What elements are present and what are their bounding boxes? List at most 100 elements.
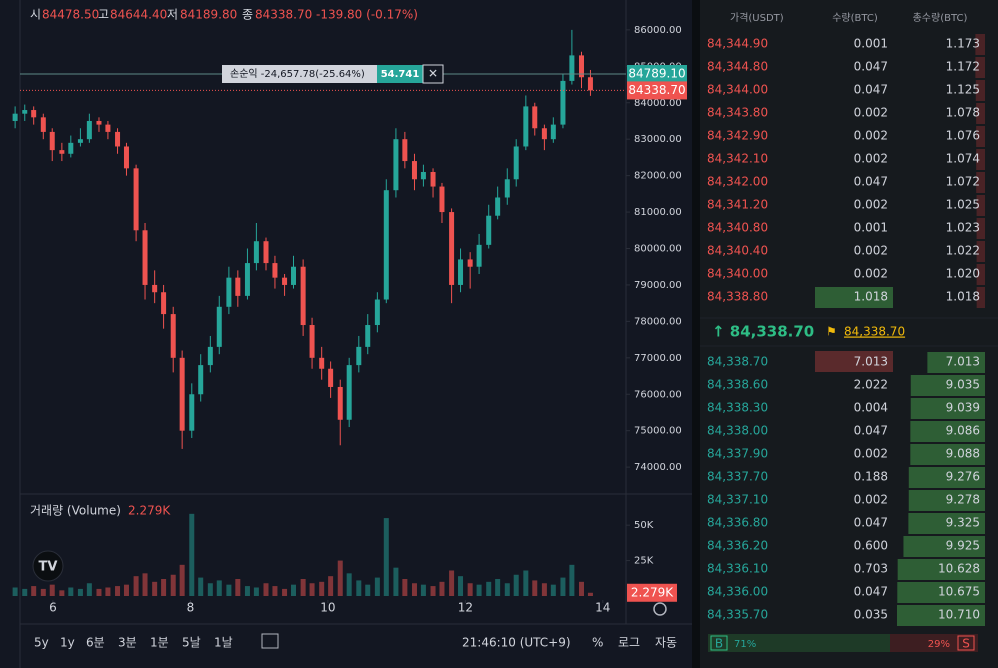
order-qty: 0.001 [854, 221, 888, 235]
depth-bar [976, 103, 985, 124]
range-button[interactable]: 5y [34, 636, 49, 650]
auto-button[interactable]: 자동 [655, 636, 677, 650]
volume-bar [319, 581, 325, 596]
depth-bar [976, 195, 985, 216]
volume-last-tag [627, 583, 677, 602]
percent-button[interactable]: % [592, 636, 603, 650]
depth-bar [897, 559, 985, 580]
order-total: 9.325 [946, 516, 980, 530]
order-price: 84,336.20 [707, 539, 768, 553]
volume-bar [541, 583, 547, 596]
order-price: 84,337.90 [707, 447, 768, 461]
orderbook-header: 수량(BTC) [832, 12, 878, 24]
order-total: 1.018 [946, 290, 980, 304]
depth-bar [908, 490, 985, 511]
volume-bar [420, 584, 426, 596]
volume-bar [152, 581, 158, 596]
low-value: 84189.80 [180, 8, 237, 22]
low-label: 저 [167, 8, 178, 22]
order-total: 1.173 [946, 37, 980, 51]
range-button[interactable]: 1y [60, 636, 75, 650]
order-total: 1.072 [946, 175, 980, 189]
order-qty: 0.001 [854, 37, 888, 51]
volume-bar [309, 583, 315, 596]
candle-body [356, 346, 362, 366]
position-close-icon[interactable]: ✕ [428, 67, 438, 81]
date-icon[interactable] [261, 633, 279, 649]
y-tick-label: 81000.00 [634, 207, 682, 218]
volume-bar [486, 581, 492, 596]
depth-bar [975, 57, 985, 78]
volume-bar [96, 588, 102, 596]
volume-bar [356, 580, 362, 596]
volume-bar [170, 574, 176, 596]
tv-logo-mark: TV [39, 560, 58, 575]
buy-ratio-bar [708, 634, 890, 652]
x-tick-label: 12 [458, 601, 473, 615]
order-total: 1.020 [946, 267, 980, 281]
settings-icon[interactable] [653, 602, 667, 616]
order-total: 10.628 [938, 562, 980, 576]
candle-body [59, 150, 65, 154]
buy-pct: 71% [734, 639, 756, 650]
order-qty: 0.047 [854, 60, 888, 74]
order-qty: 0.047 [854, 83, 888, 97]
order-price: 84,342.10 [707, 152, 768, 166]
volume-tick-label: 25K [634, 556, 654, 567]
candle-body [579, 55, 585, 78]
depth-bar [908, 513, 985, 534]
range-button[interactable]: 1분 [150, 636, 169, 650]
candle-body [467, 259, 473, 267]
candle-body [374, 299, 380, 326]
position-close[interactable] [422, 64, 444, 84]
x-tick-label: 14 [595, 601, 610, 615]
volume-bar [532, 580, 538, 596]
candle-body [291, 266, 297, 285]
order-total: 9.088 [946, 447, 980, 461]
volume-bar [337, 560, 343, 596]
candle-body [272, 263, 278, 278]
range-button[interactable]: 3분 [118, 636, 137, 650]
candle-body [133, 168, 139, 231]
order-qty: 0.002 [854, 493, 888, 507]
x-tick-label: 8 [187, 601, 195, 615]
candle-body [411, 161, 417, 180]
candle-body [207, 346, 213, 366]
order-qty: 2.022 [854, 378, 888, 392]
volume-bar [328, 576, 334, 596]
range-button[interactable]: 6분 [86, 636, 105, 650]
candle-body [560, 80, 566, 125]
volume-bar [226, 584, 232, 596]
volume-bar [374, 577, 380, 596]
depth-bar [927, 352, 985, 373]
depth-bar [903, 536, 985, 557]
volume-last-tag-label: 2.279K [631, 585, 674, 599]
volume-bar [68, 587, 74, 596]
depth-bar [976, 218, 985, 239]
candle-body [550, 124, 556, 140]
range-button[interactable]: 1날 [214, 636, 233, 650]
candle-body [476, 244, 482, 267]
divider [692, 0, 700, 668]
sell-ratio-bar [890, 634, 978, 652]
order-total: 1.076 [946, 129, 980, 143]
volume-bar [402, 579, 408, 596]
candle-body [263, 241, 269, 264]
volume-bar [263, 583, 269, 596]
order-qty: 0.002 [854, 244, 888, 258]
candle-body [253, 241, 259, 264]
log-button[interactable]: 로그 [618, 636, 640, 650]
candle-body [123, 146, 129, 169]
order-price: 84,338.30 [707, 401, 768, 415]
order-total: 10.675 [938, 585, 980, 599]
volume-bar [587, 592, 593, 596]
chart-panel [0, 0, 692, 668]
volume-title: 거래량 (Volume) [30, 504, 121, 518]
y-tick-label: 77000.00 [634, 353, 682, 364]
candle-body [161, 292, 167, 315]
x-tick-label: 10 [320, 601, 335, 615]
volume-bar [467, 583, 473, 596]
range-button[interactable]: 5날 [182, 636, 201, 650]
volume-bar [198, 577, 204, 596]
